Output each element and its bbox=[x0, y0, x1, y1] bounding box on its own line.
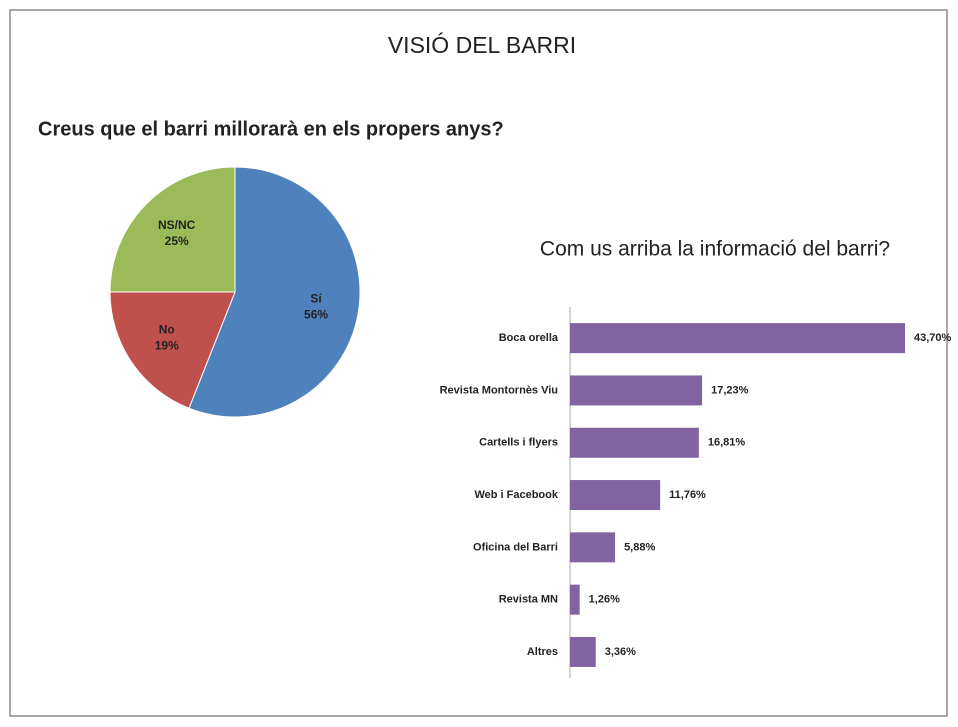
slice-category: Sí bbox=[310, 292, 322, 306]
slice-label: 19% bbox=[155, 339, 179, 353]
slice-label: 25% bbox=[165, 234, 189, 248]
value-label: 1,26% bbox=[589, 594, 620, 606]
value-label: 5,88% bbox=[624, 541, 655, 553]
category-label: Altres bbox=[527, 646, 558, 658]
pie-slice bbox=[109, 291, 236, 409]
bar bbox=[570, 427, 699, 458]
pie-slice bbox=[109, 166, 236, 293]
bar bbox=[570, 636, 596, 667]
slice-label: 56% bbox=[304, 308, 328, 322]
bar bbox=[570, 532, 616, 563]
bar bbox=[570, 323, 905, 354]
value-label: 17,23% bbox=[711, 384, 749, 396]
value-label: 11,76% bbox=[669, 489, 706, 501]
value-label: 3,36% bbox=[605, 646, 636, 658]
page-title: VISIÓ DEL BARRI bbox=[388, 32, 576, 58]
pie-title: Creus que el barri millorarà en els prop… bbox=[38, 118, 504, 140]
value-label: 16,81% bbox=[708, 437, 746, 449]
value-label: 43,70% bbox=[914, 332, 952, 344]
slice-category: NS/NC bbox=[158, 218, 196, 232]
slice-category: No bbox=[159, 323, 175, 337]
category-label: Web i Facebook bbox=[474, 489, 558, 501]
bar-title: Com us arriba la informació del barri? bbox=[540, 238, 890, 261]
pie-slice bbox=[188, 166, 361, 418]
bar bbox=[570, 375, 703, 406]
bar bbox=[570, 584, 580, 615]
bar bbox=[570, 480, 661, 511]
category-label: Boca orella bbox=[499, 332, 559, 344]
category-label: Cartells i flyers bbox=[479, 437, 558, 449]
category-label: Oficina del Barri bbox=[473, 541, 558, 553]
category-label: Revista MN bbox=[499, 594, 558, 606]
category-label: Revista Montornès Viu bbox=[440, 384, 558, 396]
